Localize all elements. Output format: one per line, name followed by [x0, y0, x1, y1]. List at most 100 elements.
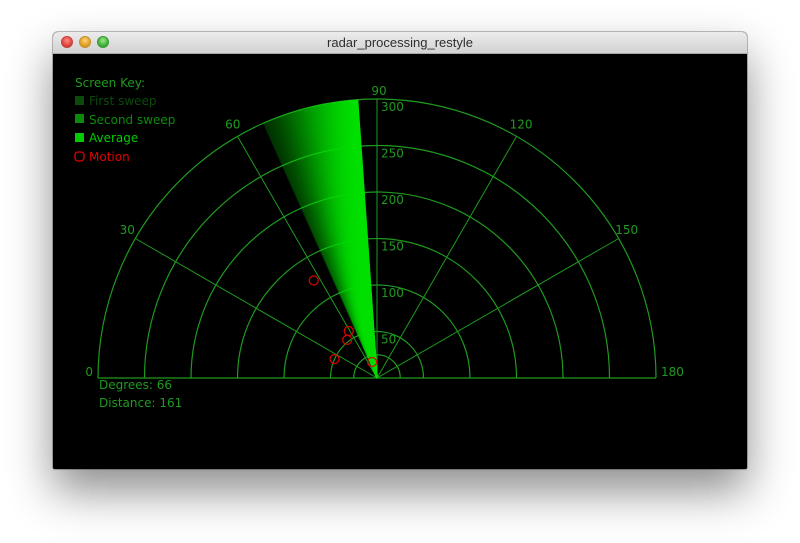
- distance-label: 50: [381, 333, 396, 347]
- sweep-line: [268, 120, 378, 379]
- motion-swatch-icon: [74, 151, 85, 162]
- close-window-button[interactable]: [61, 36, 73, 48]
- distance-label: 250: [381, 147, 404, 161]
- screen-key: Screen Key: First sweep Second sweep Ave…: [74, 76, 175, 164]
- sweep-line: [296, 110, 378, 379]
- distance-label: 150: [381, 240, 404, 254]
- sweep-line: [293, 111, 378, 379]
- sweep-line: [276, 117, 378, 379]
- sweep-line: [307, 107, 378, 379]
- angle-label: 150: [615, 223, 638, 237]
- average-label: Average: [89, 131, 138, 145]
- sweep-line: [290, 112, 378, 379]
- radar-canvas: 0 30 60 90 120 150 180 50 100 150 200 250 300 Screen…: [53, 54, 747, 469]
- sweep-line: [290, 112, 378, 379]
- sweep-line: [305, 107, 378, 379]
- sweep-line: [356, 99, 378, 379]
- distance-label: 300: [381, 100, 404, 114]
- angle-label: 60: [225, 117, 240, 131]
- sweep-line: [282, 115, 378, 379]
- radar-sweep: [262, 99, 378, 379]
- sweep-line: [279, 116, 378, 379]
- sweep-line: [274, 117, 378, 379]
- sweep-line: [297, 110, 378, 379]
- sweep-line: [267, 120, 378, 379]
- angle-label: 30: [120, 223, 135, 237]
- sweep-line: [272, 118, 378, 379]
- sweep-line: [264, 122, 378, 379]
- sweep-line: [307, 107, 378, 379]
- sweep-line: [288, 112, 378, 379]
- radar-display: 0 30 60 90 120 150 180 50 100 150 200 250 300 Screen…: [74, 76, 684, 410]
- sweep-line: [269, 119, 378, 379]
- sweep-line: [274, 118, 378, 379]
- sweep-line: [281, 115, 378, 379]
- motion-marker: [343, 325, 354, 337]
- angle-spoke: [237, 136, 378, 379]
- angle-spoke: [376, 136, 517, 379]
- second-sweep-label: Second sweep: [89, 113, 175, 127]
- radar-labels: 0 30 60 90 120 150 180 50 100 150 200 250 300: [85, 84, 684, 379]
- sweep-line: [292, 111, 378, 379]
- sweep-line: [298, 109, 378, 379]
- angle-label: 90: [371, 84, 386, 98]
- sweep-line: [280, 115, 378, 379]
- sweep-line: [277, 116, 378, 379]
- sweep-line: [304, 108, 378, 379]
- sweep-line: [275, 117, 378, 379]
- sweep-line: [303, 108, 378, 379]
- sweep-line: [294, 110, 378, 379]
- sweep-line: [302, 108, 378, 379]
- sweep-line: [278, 116, 378, 379]
- average-swatch: [75, 133, 84, 142]
- distance-label: 100: [381, 286, 404, 300]
- sweep-line: [267, 120, 378, 379]
- sweep-line: [300, 109, 378, 379]
- sweep-line: [291, 111, 378, 379]
- sweep-line: [277, 116, 378, 379]
- radar-grid: [97, 98, 657, 379]
- first-sweep-swatch: [75, 96, 84, 105]
- sweep-line: [265, 121, 378, 379]
- sweep-line: [284, 114, 378, 379]
- sweep-line: [300, 109, 378, 379]
- app-window: radar_processing_restyle 0 30 60 90 120 150 18…: [53, 32, 747, 469]
- angle-label: 0: [85, 365, 93, 379]
- sweep-line: [296, 110, 378, 379]
- sweep-line: [285, 113, 378, 379]
- sweep-line: [280, 115, 378, 379]
- sweep-line: [271, 119, 378, 379]
- minimize-window-button[interactable]: [79, 36, 91, 48]
- sweep-line: [293, 111, 378, 379]
- sweep-line: [283, 114, 378, 379]
- angle-label: 180: [661, 365, 684, 379]
- window-title: radar_processing_restyle: [327, 35, 473, 50]
- title-bar: radar_processing_restyle: [53, 32, 747, 54]
- motion-marker: [308, 275, 319, 286]
- sweep-line: [283, 114, 378, 379]
- motion-marker: [329, 354, 340, 365]
- sweep-line: [286, 113, 378, 379]
- sweep-line: [273, 118, 378, 379]
- angle-spoke: [376, 238, 619, 379]
- sweep-line: [265, 121, 378, 379]
- motion-marker: [367, 356, 378, 368]
- zoom-window-button[interactable]: [97, 36, 109, 48]
- sweep-line: [270, 119, 378, 379]
- sweep-line: [287, 113, 378, 379]
- sweep-line: [306, 107, 378, 379]
- sweep-line: [289, 112, 378, 379]
- sweep-line: [262, 122, 378, 379]
- degrees-readout: Degrees: 66: [99, 378, 172, 392]
- sweep-line: [299, 109, 378, 379]
- sweep-line: [286, 113, 378, 379]
- sweep-line: [270, 119, 378, 379]
- sweep-line: [295, 110, 378, 379]
- distance-label: 200: [381, 193, 404, 207]
- sweep-line: [304, 108, 378, 379]
- angle-label: 120: [510, 117, 533, 131]
- motion-markers: [308, 275, 378, 368]
- sweep-line: [263, 122, 378, 379]
- second-sweep-swatch: [75, 114, 84, 123]
- sweep-line: [266, 121, 378, 379]
